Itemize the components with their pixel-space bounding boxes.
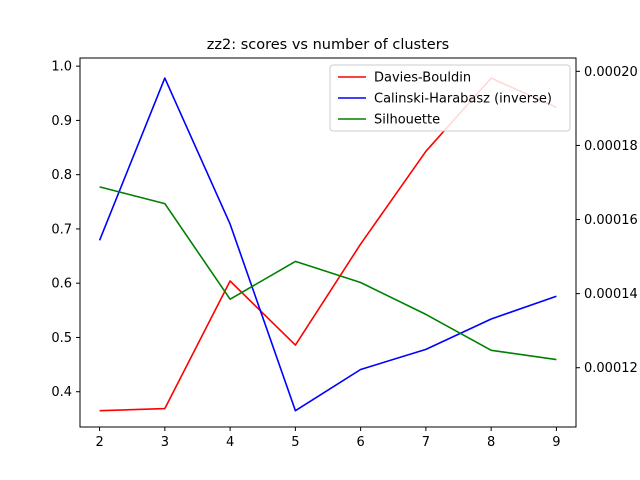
y-left-tick-label: 0.7 bbox=[51, 222, 72, 237]
x-tick-label: 2 bbox=[95, 435, 103, 450]
axes: 2 3 4 5 6 7 8 9 0.4 0.5 0.6 0.7 0.8 0.9 1.0 0.00012 0.00… bbox=[51, 60, 637, 450]
chart-title: zz2: scores vs number of clusters bbox=[207, 37, 449, 53]
x-tick-label: 4 bbox=[226, 435, 234, 450]
y-left-tick-label: 0.6 bbox=[51, 277, 72, 292]
y-right-tick-label: 0.00018 bbox=[584, 139, 638, 154]
x-tick-label: 7 bbox=[422, 435, 430, 450]
y-left-tick-label: 0.8 bbox=[51, 168, 72, 183]
series-line-1 bbox=[98, 77, 557, 412]
x-tick-label: 8 bbox=[487, 435, 495, 450]
legend-label: Davies-Bouldin bbox=[374, 71, 471, 86]
plot-area bbox=[79, 57, 577, 428]
x-tick-label: 5 bbox=[291, 435, 299, 450]
y-right-tick-label: 0.00016 bbox=[584, 213, 638, 228]
y-left-tick-label: 1.0 bbox=[51, 60, 72, 75]
legend-label: Silhouette bbox=[374, 113, 440, 128]
x-tick-label: 9 bbox=[552, 435, 560, 450]
x-tick-label: 6 bbox=[356, 435, 364, 450]
y-left-tick-label: 0.4 bbox=[51, 385, 72, 400]
x-tick-label: 3 bbox=[161, 435, 169, 450]
legend-label: Calinski-Harabasz (inverse) bbox=[374, 92, 552, 107]
y-right-tick-label: 0.00020 bbox=[584, 65, 638, 80]
y-right-tick-label: 0.00012 bbox=[584, 361, 638, 376]
series-line-2 bbox=[99, 186, 557, 361]
legend: Davies-Bouldin Calinski-Harabasz (inverse… bbox=[329, 64, 571, 132]
legend-box bbox=[329, 64, 571, 132]
y-right-tick-label: 0.00014 bbox=[584, 287, 638, 302]
y-left-tick-label: 0.9 bbox=[51, 114, 72, 129]
y-left-tick-label: 0.5 bbox=[51, 331, 72, 346]
